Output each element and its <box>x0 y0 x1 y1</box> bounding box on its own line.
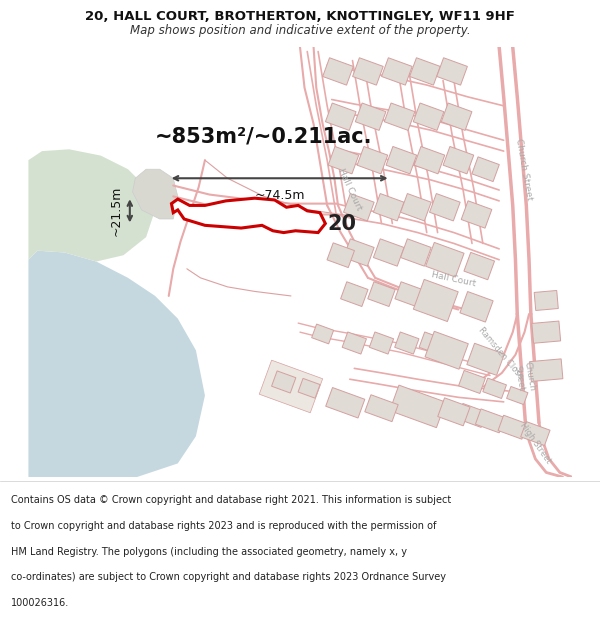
Polygon shape <box>342 332 367 354</box>
Polygon shape <box>461 201 492 228</box>
Polygon shape <box>441 103 472 131</box>
Polygon shape <box>472 157 499 182</box>
Polygon shape <box>28 251 205 477</box>
Text: ~74.5m: ~74.5m <box>254 189 305 202</box>
Polygon shape <box>344 239 374 266</box>
Polygon shape <box>460 291 493 322</box>
Polygon shape <box>370 332 394 354</box>
Polygon shape <box>443 146 474 174</box>
Polygon shape <box>425 242 464 277</box>
Polygon shape <box>365 395 398 422</box>
Polygon shape <box>438 398 470 426</box>
Polygon shape <box>475 409 505 433</box>
Polygon shape <box>530 359 563 381</box>
Polygon shape <box>413 103 444 131</box>
Polygon shape <box>344 194 374 221</box>
Polygon shape <box>395 282 422 306</box>
Polygon shape <box>259 360 323 413</box>
Polygon shape <box>373 194 404 221</box>
Polygon shape <box>521 421 550 446</box>
Text: HM Land Registry. The polygons (including the associated geometry, namely x, y: HM Land Registry. The polygons (includin… <box>11 546 407 556</box>
Text: Hall Court: Hall Court <box>336 167 364 211</box>
Polygon shape <box>414 146 445 174</box>
Polygon shape <box>401 194 431 221</box>
Polygon shape <box>534 291 558 311</box>
Polygon shape <box>467 343 505 376</box>
Polygon shape <box>326 388 365 418</box>
Polygon shape <box>355 103 386 131</box>
Polygon shape <box>419 332 443 354</box>
Text: Map shows position and indicative extent of the property.: Map shows position and indicative extent… <box>130 24 470 37</box>
Polygon shape <box>357 146 388 174</box>
Text: Church
Street: Church Street <box>512 361 536 394</box>
Polygon shape <box>386 146 417 174</box>
Polygon shape <box>327 243 355 268</box>
Text: Contains OS data © Crown copyright and database right 2021. This information is : Contains OS data © Crown copyright and d… <box>11 495 451 505</box>
Polygon shape <box>311 324 334 344</box>
Text: Hall Court: Hall Court <box>431 271 477 289</box>
Text: ~853m²/~0.211ac.: ~853m²/~0.211ac. <box>155 126 373 146</box>
Polygon shape <box>532 321 560 343</box>
Polygon shape <box>506 386 528 404</box>
Polygon shape <box>328 146 359 174</box>
Polygon shape <box>341 282 368 306</box>
Text: High Street: High Street <box>518 421 553 465</box>
Text: co-ordinates) are subject to Crown copyright and database rights 2023 Ordnance S: co-ordinates) are subject to Crown copyr… <box>11 572 446 582</box>
Polygon shape <box>498 415 527 439</box>
Text: Church Street: Church Street <box>514 138 533 201</box>
Polygon shape <box>172 198 325 232</box>
Polygon shape <box>28 149 155 261</box>
Polygon shape <box>457 404 487 428</box>
Polygon shape <box>272 371 296 393</box>
Text: ~21.5m: ~21.5m <box>110 186 122 236</box>
Polygon shape <box>413 279 458 321</box>
Polygon shape <box>133 169 178 219</box>
Polygon shape <box>298 378 320 398</box>
Polygon shape <box>384 103 415 131</box>
Polygon shape <box>410 58 440 85</box>
Polygon shape <box>389 385 446 428</box>
Polygon shape <box>401 239 431 266</box>
Polygon shape <box>437 58 467 85</box>
Text: to Crown copyright and database rights 2023 and is reproduced with the permissio: to Crown copyright and database rights 2… <box>11 521 436 531</box>
Polygon shape <box>323 58 353 85</box>
Polygon shape <box>325 103 356 131</box>
Text: 20: 20 <box>327 214 356 234</box>
Polygon shape <box>382 58 412 85</box>
Polygon shape <box>425 331 469 369</box>
Polygon shape <box>353 58 383 85</box>
Polygon shape <box>483 378 506 399</box>
Text: Ramsden Close: Ramsden Close <box>476 325 526 381</box>
Polygon shape <box>464 253 494 280</box>
Polygon shape <box>430 194 460 221</box>
Polygon shape <box>373 239 404 266</box>
Polygon shape <box>458 371 485 394</box>
Text: 20, HALL COURT, BROTHERTON, KNOTTINGLEY, WF11 9HF: 20, HALL COURT, BROTHERTON, KNOTTINGLEY,… <box>85 11 515 23</box>
Text: 100026316.: 100026316. <box>11 598 69 608</box>
Polygon shape <box>368 282 395 306</box>
Polygon shape <box>395 332 419 354</box>
